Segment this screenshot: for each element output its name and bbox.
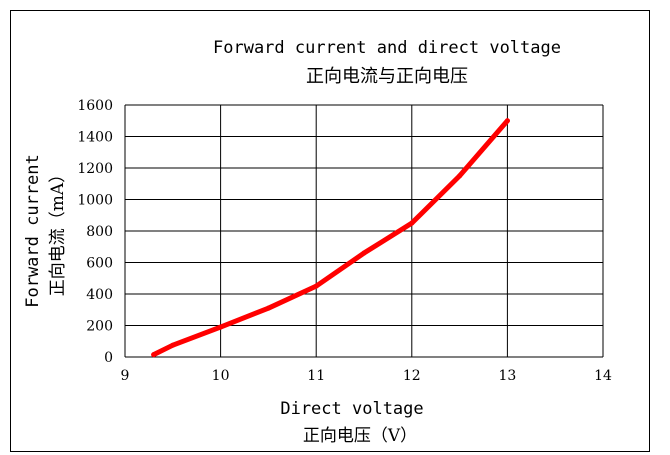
data-point — [504, 118, 510, 124]
x-tick-label: 11 — [307, 368, 325, 384]
x-tick-label: 12 — [403, 368, 421, 384]
data-point — [170, 342, 176, 348]
x-axis-label-sub: 正向电压（V） — [303, 426, 417, 446]
y-tick-label: 800 — [86, 224, 113, 240]
grid — [124, 104, 604, 358]
chart-subtitle: 正向电流与正向电压 — [306, 66, 468, 87]
y-tick-label: 1000 — [77, 193, 113, 209]
x-tick-label: 10 — [212, 368, 230, 384]
x-tick-label: 9 — [121, 368, 130, 384]
data-point — [265, 305, 271, 311]
y-tick-label: 400 — [86, 287, 113, 303]
y-tick-label: 1600 — [77, 98, 113, 114]
x-tick-label: 13 — [498, 368, 516, 384]
data-point — [313, 283, 319, 289]
series-layer — [151, 118, 510, 358]
chart-title: Forward current and direct voltage — [213, 38, 561, 58]
y-tick-label: 200 — [86, 319, 113, 335]
y-axis-label-sub: 正向电流（mA） — [48, 166, 68, 296]
y-tick-label: 1200 — [77, 161, 113, 177]
data-point — [218, 324, 224, 330]
y-tick-label: 1400 — [77, 130, 113, 146]
data-point — [457, 173, 463, 179]
data-point — [151, 352, 157, 358]
y-axis-label: Forward current — [23, 154, 43, 308]
y-tick-labels: 0 200 400 600 800 1000 1200 1400 1600 — [77, 98, 113, 366]
x-tick-labels: 9 10 11 12 13 14 — [121, 368, 612, 384]
series-line — [151, 118, 510, 358]
y-tick-label: 600 — [86, 256, 113, 272]
data-point — [361, 250, 367, 256]
y-tick-label: 0 — [104, 350, 113, 366]
x-axis-label: Direct voltage — [280, 399, 423, 419]
x-tick-label: 14 — [594, 368, 612, 384]
data-point — [409, 220, 415, 226]
